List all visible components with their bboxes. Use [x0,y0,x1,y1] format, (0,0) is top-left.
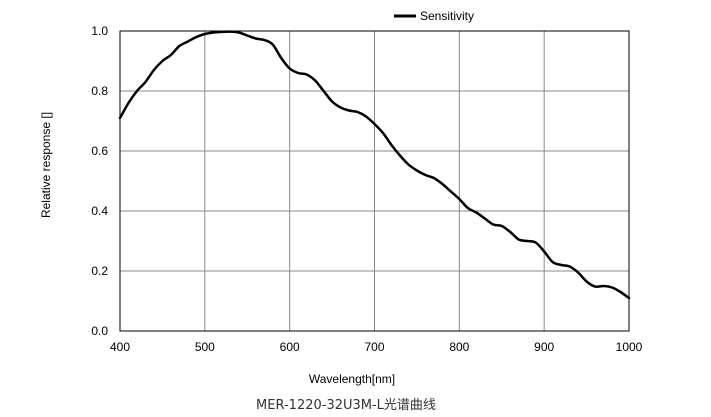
legend-label-sensitivity: Sensitivity [420,9,474,23]
x-axis-ticks: 400 500 600 700 800 900 1000 [110,340,643,354]
gridlines [119,30,630,332]
x-tick-label: 800 [449,340,469,354]
y-tick-label: 0.4 [91,204,108,218]
plot-area-border [119,30,630,332]
series-line-sensitivity [118,30,631,300]
legend: Sensitivity [394,9,474,23]
chart-caption: MER-1220-32U3M-L光谱曲线 [256,398,436,413]
y-tick-label: 1.0 [91,24,108,38]
x-tick-label: 1000 [616,340,643,354]
x-tick-label: 900 [534,340,554,354]
y-tick-label: 0.2 [91,264,108,278]
x-tick-label: 600 [280,340,300,354]
series-layer [118,30,631,300]
y-tick-label: 0.8 [91,84,108,98]
y-axis-ticks: 0.0 0.2 0.4 0.6 0.8 1.0 [91,24,108,338]
x-tick-label: 500 [195,340,215,354]
y-axis-label: Relative response [] [39,112,53,218]
x-axis-label: Wavelength[nm] [309,372,395,386]
x-tick-label: 400 [110,340,130,354]
x-tick-label: 700 [364,340,384,354]
y-tick-label: 0.0 [91,324,108,338]
y-tick-label: 0.6 [91,144,108,158]
